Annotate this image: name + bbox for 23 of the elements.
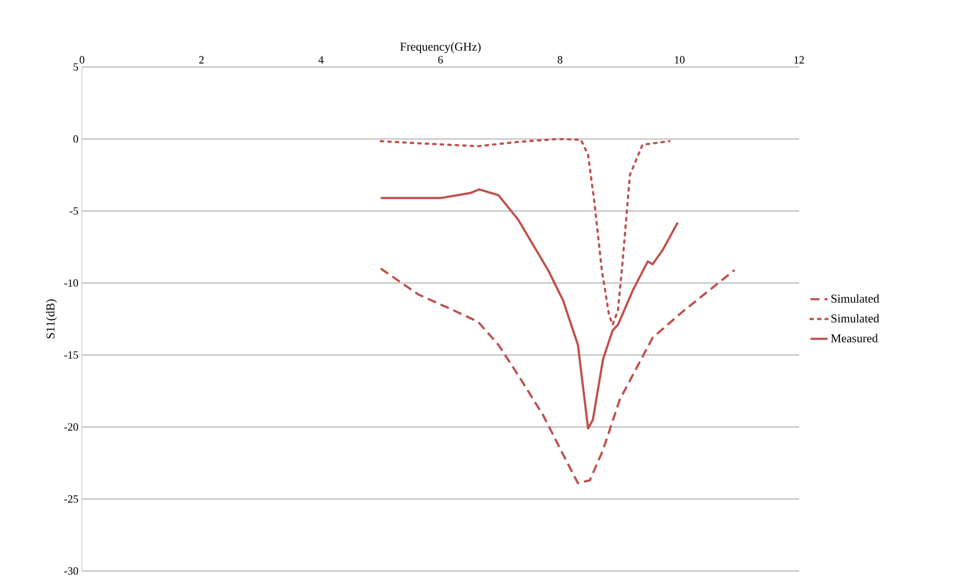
y-tick-label: -15 — [64, 351, 78, 359]
legend-label: Measured — [830, 334, 878, 342]
x-tick-label: 8 — [558, 56, 562, 64]
x-axis-title: Frequency(GHz) — [400, 42, 481, 54]
y-tick-label: -25 — [64, 495, 78, 503]
line-series — [380, 267, 736, 484]
y-tick-label: -10 — [64, 279, 78, 287]
x-tick-label: 6 — [438, 56, 443, 64]
x-tick-label: 2 — [199, 56, 204, 64]
legend-label: Simulated — [831, 294, 880, 303]
y-axis-title: S11(dB) — [46, 299, 57, 338]
x-tick-label: 4 — [318, 56, 324, 64]
x-tick-label: 0 — [80, 56, 84, 64]
y-tick-label: -5 — [70, 207, 78, 215]
x-tick-label: 12 — [794, 56, 804, 64]
y-tick-label: 0 — [73, 135, 78, 143]
line-series — [380, 138, 670, 326]
x-tick-label: 10 — [674, 56, 685, 64]
line-series — [380, 188, 679, 430]
y-tick-label: -30 — [64, 567, 78, 575]
y-tick-label: 5 — [74, 63, 78, 71]
legend-label: Simulated — [831, 314, 880, 323]
y-tick-label: -20 — [64, 423, 78, 431]
